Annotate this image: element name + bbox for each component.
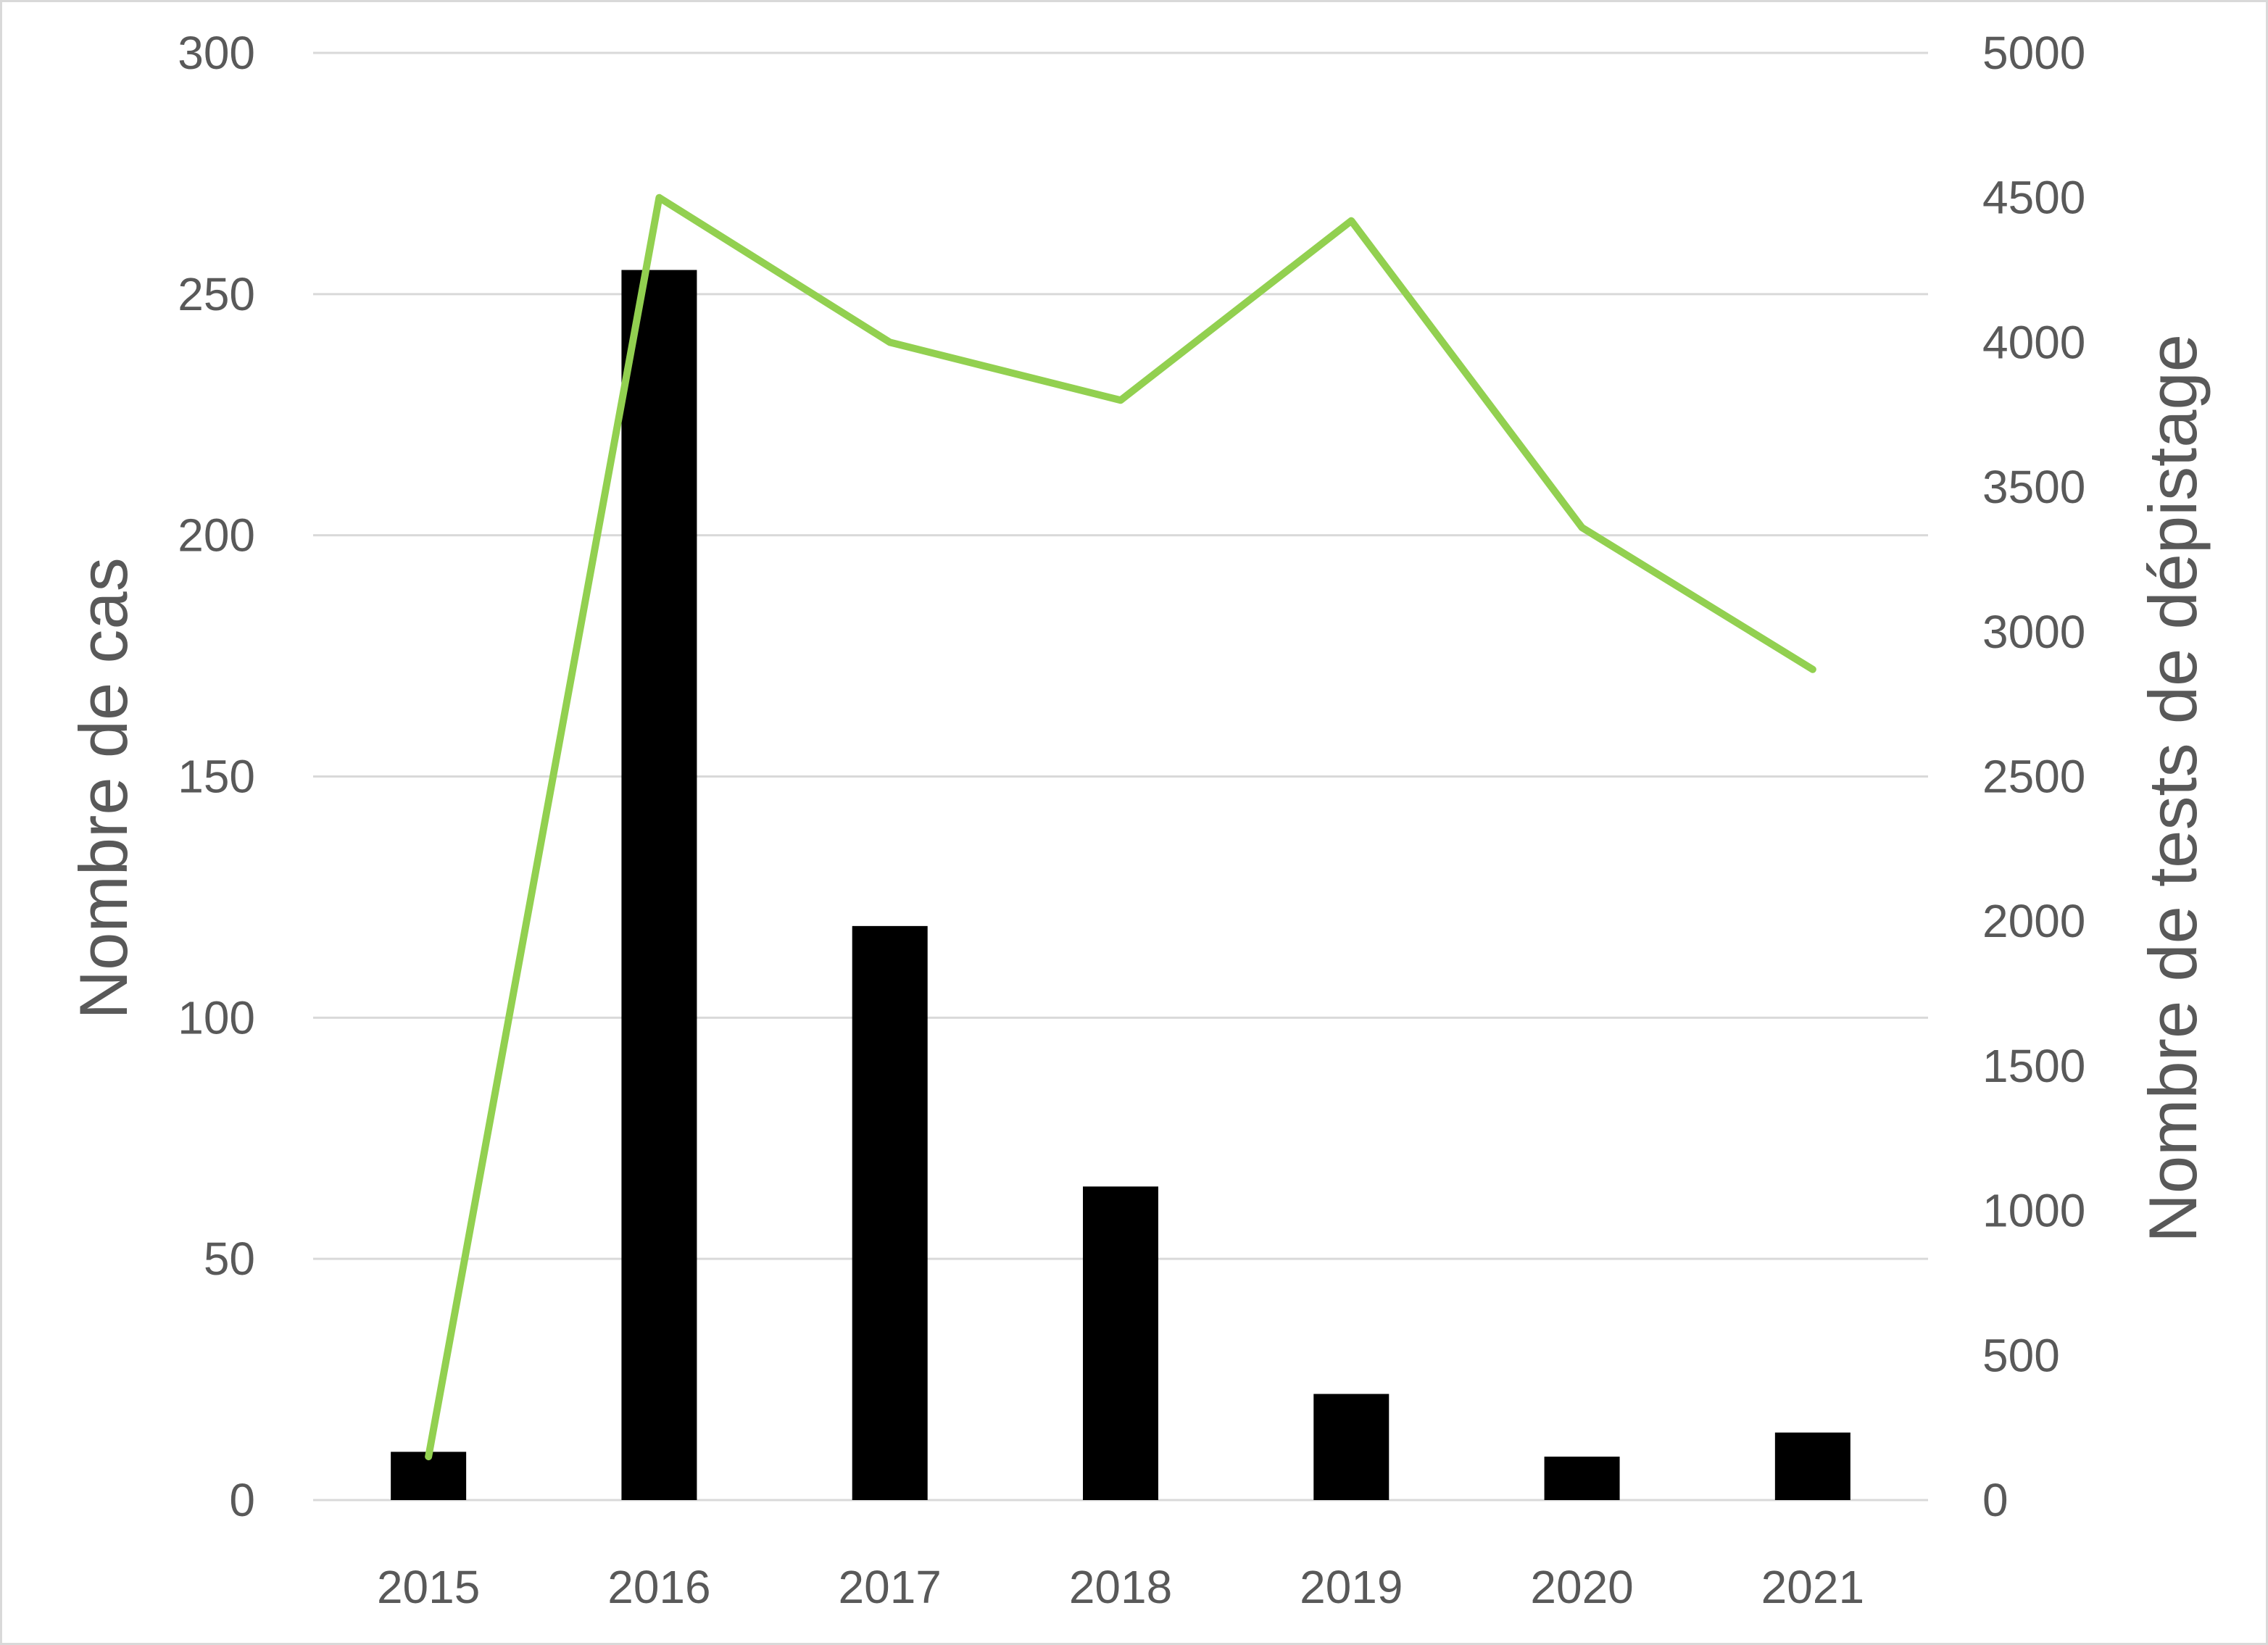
right-tick-5000: 5000: [1982, 27, 2085, 79]
x-tick-2020: 2020: [1530, 1561, 1633, 1613]
right-tick-1000: 1000: [1982, 1185, 2085, 1237]
left-tick-150: 150: [178, 751, 255, 803]
right-tick-500: 500: [1982, 1329, 2060, 1381]
left-tick-0: 0: [229, 1474, 255, 1526]
line-series: [425, 193, 1816, 1461]
left-tick-200: 200: [178, 509, 255, 562]
right-tick-2500: 2500: [1982, 751, 2085, 803]
right-tick-3000: 3000: [1982, 606, 2085, 658]
right-axis-ticks: 0 500 1000 1500 2000 2500 3000 3500 4000 4500 5000: [1982, 27, 2085, 1526]
x-tick-2018: 2018: [1069, 1561, 1172, 1613]
bar-2020: [1544, 1457, 1620, 1500]
x-tick-2017: 2017: [839, 1561, 942, 1613]
left-tick-100: 100: [178, 991, 255, 1044]
right-axis-title: Nombre de tests de dépistage: [2135, 334, 2211, 1243]
left-tick-300: 300: [178, 27, 255, 79]
right-tick-1500: 1500: [1982, 1040, 2085, 1092]
bar-2018: [1083, 1186, 1158, 1500]
x-tick-2021: 2021: [1761, 1561, 1864, 1613]
left-axis-ticks: 0 50 100 150 200 250 300: [178, 27, 255, 1526]
right-tick-4000: 4000: [1982, 316, 2085, 368]
right-tick-4500: 4500: [1982, 172, 2085, 224]
right-tick-3500: 3500: [1982, 461, 2085, 513]
left-tick-250: 250: [178, 268, 255, 320]
bar-2016: [621, 270, 697, 1500]
bar-2017: [852, 925, 928, 1500]
gridlines: [313, 51, 1928, 1502]
bar-2021: [1774, 1432, 1850, 1500]
x-tick-2019: 2019: [1300, 1561, 1403, 1613]
left-axis-title: Nombre de cas: [65, 557, 141, 1019]
right-tick-2000: 2000: [1982, 895, 2085, 947]
right-tick-0: 0: [1982, 1474, 2009, 1526]
bar-2019: [1313, 1394, 1390, 1500]
x-axis-ticks: 2015 2016 2017 2018 2019 2020 2021: [377, 1561, 1864, 1613]
x-tick-2016: 2016: [607, 1561, 710, 1613]
x-tick-2015: 2015: [377, 1561, 480, 1613]
left-tick-50: 50: [204, 1233, 255, 1285]
